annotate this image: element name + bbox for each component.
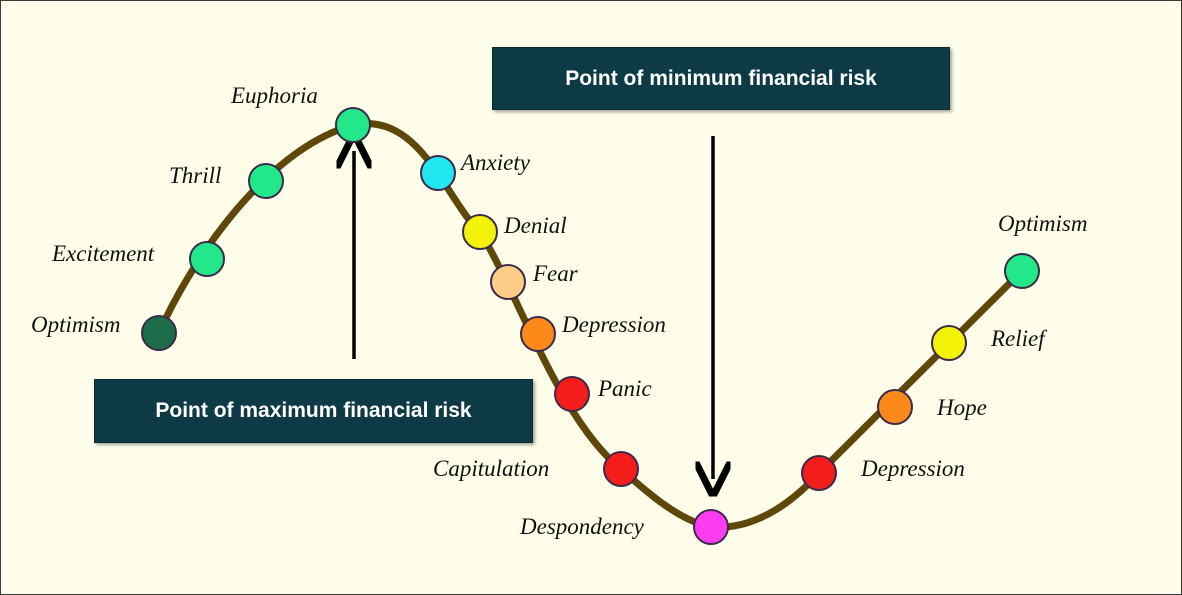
stage-dot-14: [931, 325, 967, 361]
stage-label-1: Optimism: [31, 312, 121, 337]
stage-label-7: Fear: [533, 261, 578, 286]
stage-label-4: Euphoria: [231, 83, 318, 108]
stage-dot-8: [520, 316, 556, 352]
stage-dot-12: [801, 455, 837, 491]
stage-label-13: Hope: [937, 395, 987, 420]
stage-label-2: Excitement: [52, 241, 155, 266]
stage-dot-9: [554, 376, 590, 412]
max-risk-callout-text: Point of maximum financial risk: [155, 399, 472, 422]
stage-dot-13: [877, 389, 913, 425]
stage-dot-5: [420, 155, 456, 191]
stage-dot-7: [490, 264, 526, 300]
stage-label-9: Panic: [598, 376, 652, 401]
stage-dot-1: [141, 315, 177, 351]
stage-label-11: Despondency: [520, 514, 644, 539]
stage-dot-10: [603, 451, 639, 487]
min-risk-callout: Point of minimum financial risk: [492, 47, 950, 110]
stage-dots: [141, 107, 1040, 545]
stage-label-8: Depression: [562, 312, 666, 337]
stage-dot-6: [462, 214, 498, 250]
stage-label-12: Depression: [861, 456, 965, 481]
stage-label-15: Optimism: [998, 211, 1088, 236]
max-risk-callout: Point of maximum financial risk: [94, 379, 533, 443]
stage-label-10: Capitulation: [433, 456, 550, 481]
stage-dot-2: [189, 241, 225, 277]
stage-label-14: Relief: [991, 326, 1045, 351]
stage-dot-4: [335, 107, 371, 143]
stage-label-3: Thrill: [169, 163, 222, 188]
min-risk-callout-text: Point of minimum financial risk: [565, 66, 877, 90]
stage-label-6: Denial: [504, 213, 567, 238]
stage-label-5: Anxiety: [461, 150, 530, 175]
stage-dot-15: [1004, 253, 1040, 289]
stage-dot-11: [693, 509, 729, 545]
stage-dot-3: [248, 163, 284, 199]
